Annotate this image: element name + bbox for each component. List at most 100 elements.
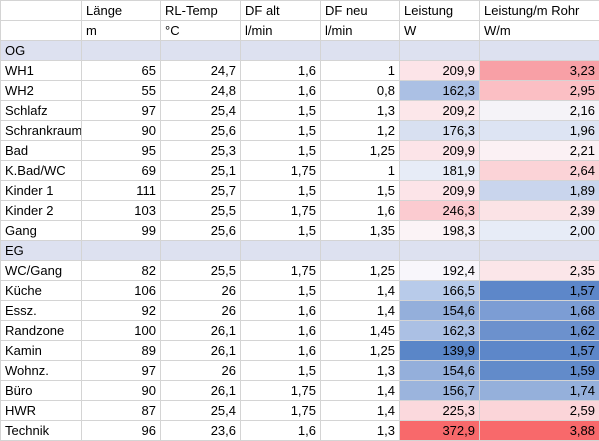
cell-df-neu[interactable]: 1,25 [320,340,400,361]
cell-laenge[interactable]: 97 [81,360,161,381]
cell-df-alt[interactable]: 1,5 [240,120,321,141]
cell-df-alt[interactable]: 1,75 [240,160,321,181]
cell-df-alt[interactable]: 1,5 [240,280,321,301]
cell-leistung[interactable]: 209,9 [399,180,480,201]
cell-laenge[interactable]: 97 [81,100,161,121]
cell-laenge[interactable]: 87 [81,400,161,421]
units-cell-df-alt[interactable]: l/min [240,20,321,41]
cell-df-alt[interactable]: 1,75 [240,200,321,221]
cell-laenge[interactable]: 95 [81,140,161,161]
cell-rl-temp[interactable]: 25,4 [160,400,241,421]
cell-leistung-m[interactable]: 2,21 [479,140,599,161]
cell-df-neu[interactable]: 1,3 [320,100,400,121]
cell-rl-temp[interactable]: 25,5 [160,200,241,221]
cell-rl-temp[interactable]: 26 [160,300,241,321]
cell-df-neu[interactable]: 1,6 [320,200,400,221]
cell-rl-temp[interactable]: 26,1 [160,340,241,361]
cell-df-neu[interactable]: 0,8 [320,80,400,101]
cell-rl-temp[interactable]: 25,1 [160,160,241,181]
section-label[interactable]: EG [0,240,82,261]
cell-df-alt[interactable]: 1,5 [240,100,321,121]
section-cell[interactable] [320,240,400,261]
section-cell[interactable] [160,40,241,61]
cell-rl-temp[interactable]: 25,5 [160,260,241,281]
units-cell-rl-temp[interactable]: °C [160,20,241,41]
cell-leistung[interactable]: 166,5 [399,280,480,301]
cell-laenge[interactable]: 69 [81,160,161,181]
cell-leistung[interactable]: 209,9 [399,60,480,81]
header-cell-leistung-m[interactable]: Leistung/m Rohr [479,0,599,21]
cell-laenge[interactable]: 90 [81,120,161,141]
cell-room[interactable]: Büro [0,380,82,401]
cell-rl-temp[interactable]: 25,7 [160,180,241,201]
units-cell-leistung[interactable]: W [399,20,480,41]
cell-rl-temp[interactable]: 26 [160,360,241,381]
cell-df-neu[interactable]: 1,25 [320,260,400,281]
cell-df-alt[interactable]: 1,75 [240,380,321,401]
cell-df-neu[interactable]: 1,3 [320,360,400,381]
cell-df-alt[interactable]: 1,75 [240,260,321,281]
cell-room[interactable]: Gang [0,220,82,241]
cell-room[interactable]: Bad [0,140,82,161]
units-cell-leistung-m[interactable]: W/m [479,20,599,41]
cell-rl-temp[interactable]: 23,6 [160,420,241,441]
cell-df-neu[interactable]: 1 [320,160,400,181]
cell-leistung-m[interactable]: 2,95 [479,80,599,101]
cell-leistung-m[interactable]: 2,39 [479,200,599,221]
cell-laenge[interactable]: 111 [81,180,161,201]
cell-rl-temp[interactable]: 26,1 [160,380,241,401]
cell-laenge[interactable]: 106 [81,280,161,301]
cell-room[interactable]: Schrankraum [0,120,82,141]
section-cell[interactable] [399,240,480,261]
cell-room[interactable]: WH1 [0,60,82,81]
header-cell-leistung[interactable]: Leistung [399,0,480,21]
cell-leistung-m[interactable]: 1,57 [479,340,599,361]
cell-df-alt[interactable]: 1,6 [240,320,321,341]
cell-leistung[interactable]: 181,9 [399,160,480,181]
cell-df-neu[interactable]: 1,4 [320,300,400,321]
cell-df-neu[interactable]: 1,2 [320,120,400,141]
cell-rl-temp[interactable]: 25,6 [160,120,241,141]
cell-laenge[interactable]: 100 [81,320,161,341]
cell-leistung-m[interactable]: 3,23 [479,60,599,81]
cell-leistung-m[interactable]: 1,74 [479,380,599,401]
cell-room[interactable]: K.Bad/WC [0,160,82,181]
cell-leistung[interactable]: 139,9 [399,340,480,361]
cell-laenge[interactable]: 65 [81,60,161,81]
section-cell[interactable] [81,40,161,61]
cell-leistung[interactable]: 176,3 [399,120,480,141]
cell-df-alt[interactable]: 1,6 [240,300,321,321]
cell-rl-temp[interactable]: 24,7 [160,60,241,81]
cell-leistung[interactable]: 162,3 [399,320,480,341]
cell-room[interactable]: Kinder 2 [0,200,82,221]
cell-room[interactable]: Schlafz [0,100,82,121]
cell-leistung[interactable]: 198,3 [399,220,480,241]
cell-leistung[interactable]: 192,4 [399,260,480,281]
cell-laenge[interactable]: 96 [81,420,161,441]
cell-leistung[interactable]: 154,6 [399,360,480,381]
cell-leistung-m[interactable]: 2,59 [479,400,599,421]
cell-leistung-m[interactable]: 2,16 [479,100,599,121]
cell-df-alt[interactable]: 1,75 [240,400,321,421]
cell-df-neu[interactable]: 1,45 [320,320,400,341]
cell-rl-temp[interactable]: 26 [160,280,241,301]
cell-leistung-m[interactable]: 1,68 [479,300,599,321]
cell-df-neu[interactable]: 1,5 [320,180,400,201]
cell-room[interactable]: Kinder 1 [0,180,82,201]
cell-df-alt[interactable]: 1,6 [240,80,321,101]
section-cell[interactable] [479,40,599,61]
cell-df-alt[interactable]: 1,5 [240,360,321,381]
cell-leistung[interactable]: 154,6 [399,300,480,321]
section-label[interactable]: OG [0,40,82,61]
cell-leistung-m[interactable]: 1,89 [479,180,599,201]
cell-rl-temp[interactable]: 25,4 [160,100,241,121]
cell-laenge[interactable]: 82 [81,260,161,281]
cell-laenge[interactable]: 55 [81,80,161,101]
cell-leistung[interactable]: 225,3 [399,400,480,421]
cell-leistung-m[interactable]: 1,57 [479,280,599,301]
cell-room[interactable]: Küche [0,280,82,301]
cell-rl-temp[interactable]: 24,8 [160,80,241,101]
cell-df-alt[interactable]: 1,6 [240,340,321,361]
cell-df-alt[interactable]: 1,6 [240,420,321,441]
cell-room[interactable]: Randzone [0,320,82,341]
